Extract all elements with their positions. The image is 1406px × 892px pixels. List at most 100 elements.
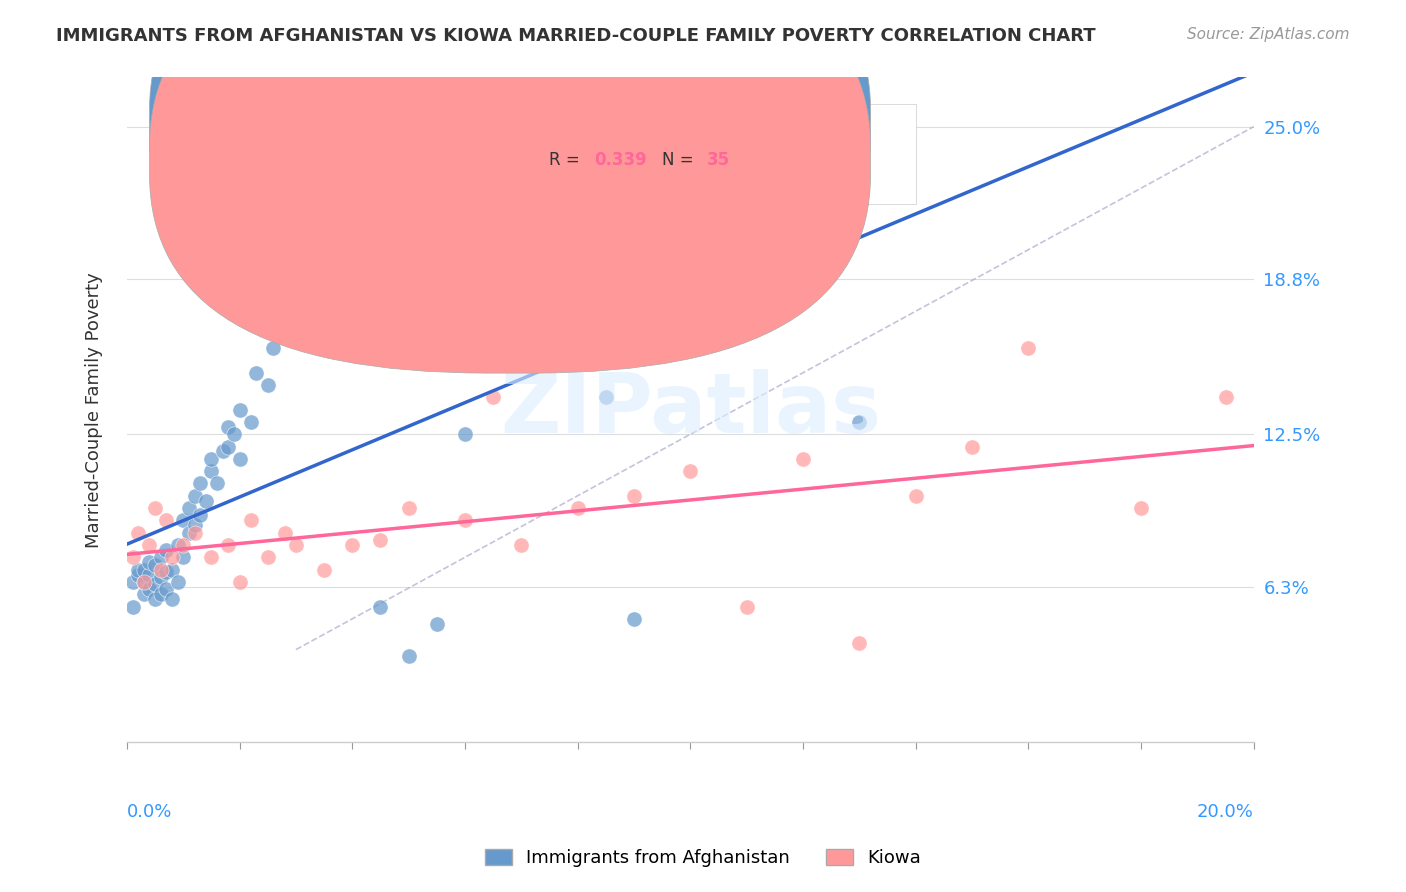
Point <box>121 574 143 589</box>
Point <box>138 538 160 552</box>
Point <box>510 538 533 552</box>
Text: 63: 63 <box>707 115 730 133</box>
Point <box>132 574 155 589</box>
Point <box>155 582 177 597</box>
Point <box>538 169 561 183</box>
Point <box>370 533 392 547</box>
Point <box>314 268 336 282</box>
Text: N =: N = <box>662 152 699 169</box>
Point <box>848 636 870 650</box>
Point <box>200 550 222 565</box>
Point <box>200 451 222 466</box>
Point <box>295 279 318 293</box>
Point <box>960 440 983 454</box>
Point <box>149 570 172 584</box>
FancyBboxPatch shape <box>465 104 915 203</box>
Point <box>222 427 245 442</box>
Point <box>172 550 194 565</box>
Point <box>188 476 211 491</box>
Point <box>342 328 364 343</box>
Point <box>143 501 166 516</box>
Text: R =: R = <box>550 115 585 133</box>
Point <box>342 538 364 552</box>
Point <box>217 440 239 454</box>
Point <box>567 501 589 516</box>
Point <box>127 563 149 577</box>
Point <box>454 427 477 442</box>
Point <box>132 563 155 577</box>
Point <box>160 550 183 565</box>
Point <box>735 599 758 614</box>
Point <box>217 420 239 434</box>
Point <box>482 255 505 269</box>
Point <box>245 366 267 380</box>
Point <box>792 255 814 269</box>
Point <box>149 550 172 565</box>
Point <box>426 616 449 631</box>
Point <box>132 587 155 601</box>
Point <box>567 304 589 318</box>
Point <box>217 538 239 552</box>
Point <box>679 194 702 208</box>
Point <box>127 567 149 582</box>
Point <box>183 518 205 533</box>
Point <box>792 451 814 466</box>
Legend: Immigrants from Afghanistan, Kiowa: Immigrants from Afghanistan, Kiowa <box>478 841 928 874</box>
Point <box>623 489 645 503</box>
Point <box>314 563 336 577</box>
Point <box>228 574 250 589</box>
Point <box>735 243 758 257</box>
Point <box>454 513 477 527</box>
Text: 20.0%: 20.0% <box>1197 804 1254 822</box>
Text: Source: ZipAtlas.com: Source: ZipAtlas.com <box>1187 27 1350 42</box>
Point <box>1130 501 1153 516</box>
Text: 35: 35 <box>707 152 730 169</box>
Point <box>239 415 262 429</box>
Point <box>623 612 645 626</box>
Point <box>904 489 927 503</box>
Point <box>160 563 183 577</box>
Point <box>138 567 160 582</box>
Point <box>143 592 166 607</box>
Text: N =: N = <box>662 115 699 133</box>
Point <box>121 550 143 565</box>
Point <box>398 501 420 516</box>
Point <box>200 464 222 478</box>
Point <box>149 587 172 601</box>
Point <box>1215 390 1237 404</box>
Point <box>256 550 278 565</box>
Point <box>183 525 205 540</box>
Point <box>132 574 155 589</box>
Point <box>138 555 160 569</box>
Text: 0.651: 0.651 <box>595 115 647 133</box>
Point <box>155 513 177 527</box>
Point <box>188 508 211 523</box>
Point <box>143 558 166 572</box>
Point <box>1017 341 1039 355</box>
Point <box>149 563 172 577</box>
Point <box>211 444 233 458</box>
Point <box>228 402 250 417</box>
Text: R =: R = <box>550 152 585 169</box>
Point <box>166 574 188 589</box>
FancyBboxPatch shape <box>149 0 870 373</box>
Point <box>183 489 205 503</box>
Point <box>848 415 870 429</box>
Point <box>194 493 217 508</box>
Point <box>228 451 250 466</box>
Point <box>398 648 420 663</box>
Point <box>679 464 702 478</box>
Point <box>121 599 143 614</box>
Y-axis label: Married-Couple Family Poverty: Married-Couple Family Poverty <box>86 272 103 548</box>
Point <box>172 538 194 552</box>
Text: 0.0%: 0.0% <box>127 804 173 822</box>
Text: 0.339: 0.339 <box>595 152 647 169</box>
Point <box>482 390 505 404</box>
Point <box>166 538 188 552</box>
Point <box>595 390 617 404</box>
Text: IMMIGRANTS FROM AFGHANISTAN VS KIOWA MARRIED-COUPLE FAMILY POVERTY CORRELATION C: IMMIGRANTS FROM AFGHANISTAN VS KIOWA MAR… <box>56 27 1095 45</box>
FancyBboxPatch shape <box>149 0 870 336</box>
Point <box>284 538 307 552</box>
Point <box>256 378 278 392</box>
Point <box>177 525 200 540</box>
